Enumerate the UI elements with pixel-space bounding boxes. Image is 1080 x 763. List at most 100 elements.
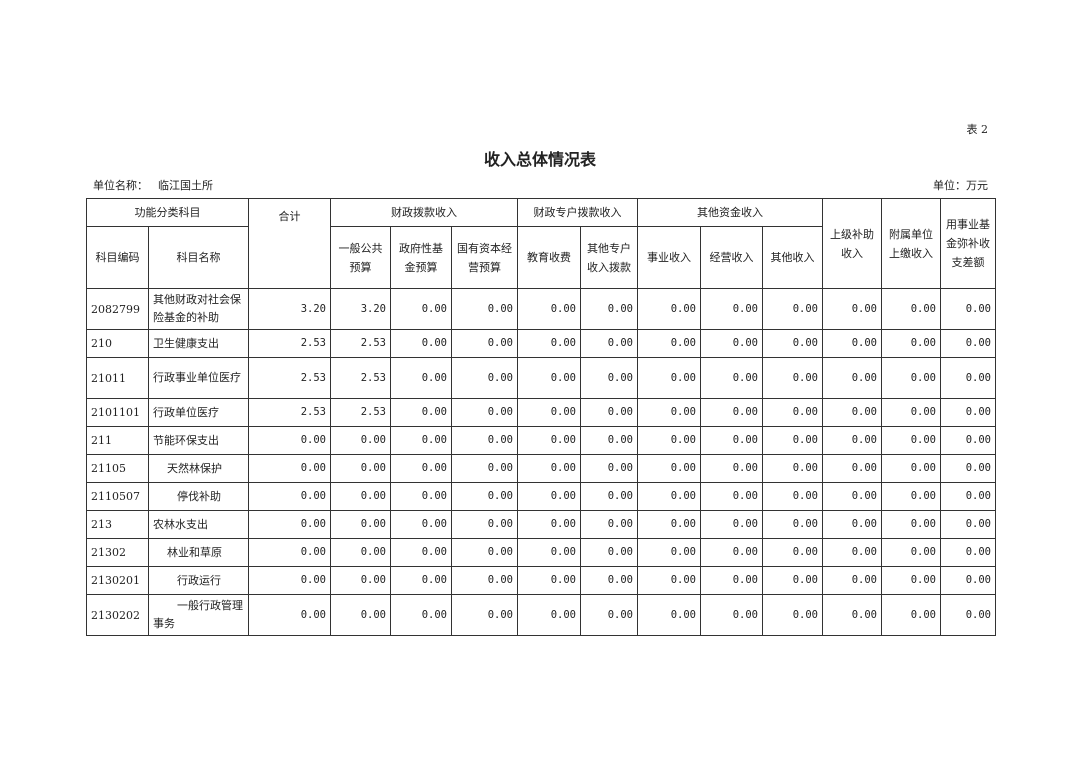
cell-value: 0.00 [881, 538, 941, 567]
cell-value: 0.00 [637, 357, 701, 399]
cell-value: 0.00 [700, 510, 763, 539]
table-row: 2101101 行政单位医疗 2.53 2.53 0.00 0.00 0.00 0.00 0.0… [86, 398, 996, 427]
cell-value: 0.00 [451, 594, 518, 636]
cell-value: 0.00 [330, 566, 391, 595]
cell-value: 0.00 [248, 454, 331, 483]
cell-value: 0.00 [940, 482, 996, 511]
cell-value: 0.00 [451, 329, 518, 358]
header-other-group: 其他资金收入 [637, 198, 823, 227]
cell-value: 0.00 [580, 426, 638, 455]
cell-value: 0.00 [700, 357, 763, 399]
header-state-capital: 国有资本经营预算 [451, 226, 518, 289]
cell-value: 0.00 [762, 357, 823, 399]
cell-value: 0.00 [881, 594, 941, 636]
cell-value: 0.00 [940, 398, 996, 427]
cell-value: 0.00 [822, 398, 882, 427]
table-row: 21011 行政事业单位医疗 2.53 2.53 0.00 0.00 0.00 0.00 0.0… [86, 357, 996, 399]
cell-code: 2130202 [86, 594, 149, 636]
cell-value: 0.00 [451, 482, 518, 511]
cell-value: 0.00 [580, 329, 638, 358]
cell-value: 0.00 [762, 510, 823, 539]
cell-value: 0.00 [700, 398, 763, 427]
cell-value: 0.00 [248, 426, 331, 455]
unit-name-label: 单位名称： [93, 179, 148, 192]
cell-value: 0.00 [580, 454, 638, 483]
header-total: 合计 [248, 198, 331, 289]
cell-value: 0.00 [881, 357, 941, 399]
header-fiscal-group: 财政拨款收入 [330, 198, 518, 227]
cell-value: 0.00 [517, 329, 581, 358]
table-row: 213 农林水支出 0.00 0.00 0.00 0.00 0.00 0.00 0.00 0.00… [86, 510, 996, 539]
cell-value: 0.00 [390, 329, 452, 358]
cell-code: 211 [86, 426, 149, 455]
cell-value: 0.00 [248, 482, 331, 511]
table-number: 表 2 [966, 123, 989, 136]
cell-value: 0.00 [822, 538, 882, 567]
cell-value: 0.00 [451, 288, 518, 330]
cell-value: 0.00 [580, 510, 638, 539]
header-function-group: 功能分类科目 [86, 198, 249, 227]
income-table: 功能分类科目 合计 财政拨款收入 财政专户拨款收入 其他资金收入 上级补助收入 … [86, 198, 996, 636]
cell-value: 0.00 [390, 538, 452, 567]
cell-value: 0.00 [822, 288, 882, 330]
cell-value: 0.00 [517, 357, 581, 399]
unit-name: 单位名称： 临江国土所 [93, 177, 223, 193]
cell-value: 0.00 [637, 482, 701, 511]
header-code: 科目编码 [86, 226, 149, 289]
cell-value: 0.00 [940, 357, 996, 399]
cell-value: 0.00 [637, 566, 701, 595]
cell-value: 0.00 [762, 398, 823, 427]
cell-value: 0.00 [822, 510, 882, 539]
cell-code: 210 [86, 329, 149, 358]
cell-value: 0.00 [517, 288, 581, 330]
cell-value: 0.00 [940, 454, 996, 483]
cell-value: 2.53 [330, 398, 391, 427]
cell-value: 0.00 [700, 426, 763, 455]
cell-value: 0.00 [451, 454, 518, 483]
cell-value: 0.00 [580, 357, 638, 399]
cell-name: 行政事业单位医疗 [148, 357, 249, 399]
table-row: 2130202 一般行政管理事务 0.00 0.00 0.00 0.00 0.00 0.00 0… [86, 594, 996, 636]
cell-value: 2.53 [248, 398, 331, 427]
table-row: 2082799 其他财政对社会保险基金的补助 3.20 3.20 0.00 0.00 0.0… [86, 288, 996, 330]
cell-value: 0.00 [390, 510, 452, 539]
header-education-fee: 教育收费 [517, 226, 581, 289]
cell-code: 21105 [86, 454, 149, 483]
cell-value: 0.00 [881, 566, 941, 595]
cell-value: 0.00 [517, 566, 581, 595]
cell-value: 0.00 [700, 329, 763, 358]
cell-value: 0.00 [940, 538, 996, 567]
cell-value: 0.00 [517, 482, 581, 511]
cell-value: 0.00 [940, 329, 996, 358]
cell-name: 行政运行 [148, 566, 249, 595]
cell-value: 0.00 [881, 510, 941, 539]
table-row: 210 卫生健康支出 2.53 2.53 0.00 0.00 0.00 0.00 0.00 0.0… [86, 329, 996, 358]
cell-value: 0.00 [330, 454, 391, 483]
cell-value: 0.00 [762, 594, 823, 636]
cell-value: 0.00 [580, 398, 638, 427]
cell-name: 行政单位医疗 [148, 398, 249, 427]
cell-value: 0.00 [700, 538, 763, 567]
cell-value: 0.00 [517, 594, 581, 636]
header-name: 科目名称 [148, 226, 249, 289]
cell-value: 2.53 [330, 329, 391, 358]
header-business-income: 事业收入 [637, 226, 701, 289]
header-general-budget: 一般公共预算 [330, 226, 391, 289]
cell-value: 0.00 [822, 426, 882, 455]
cell-code: 2082799 [86, 288, 149, 330]
cell-value: 0.00 [881, 329, 941, 358]
cell-name: 停伐补助 [148, 482, 249, 511]
table-row: 2110507 停伐补助 0.00 0.00 0.00 0.00 0.00 0.00 0.00 0… [86, 482, 996, 511]
cell-value: 0.00 [700, 482, 763, 511]
cell-value: 0.00 [637, 594, 701, 636]
cell-value: 0.00 [330, 510, 391, 539]
cell-value: 0.00 [248, 510, 331, 539]
header-operating-income: 经营收入 [700, 226, 763, 289]
cell-value: 0.00 [637, 288, 701, 330]
cell-value: 0.00 [390, 357, 452, 399]
header-other-special: 其他专户收入拨款 [580, 226, 638, 289]
cell-value: 0.00 [940, 288, 996, 330]
cell-code: 21302 [86, 538, 149, 567]
cell-value: 2.53 [248, 329, 331, 358]
table-row: 2130201 行政运行 0.00 0.00 0.00 0.00 0.00 0.00 0.00 0… [86, 566, 996, 595]
